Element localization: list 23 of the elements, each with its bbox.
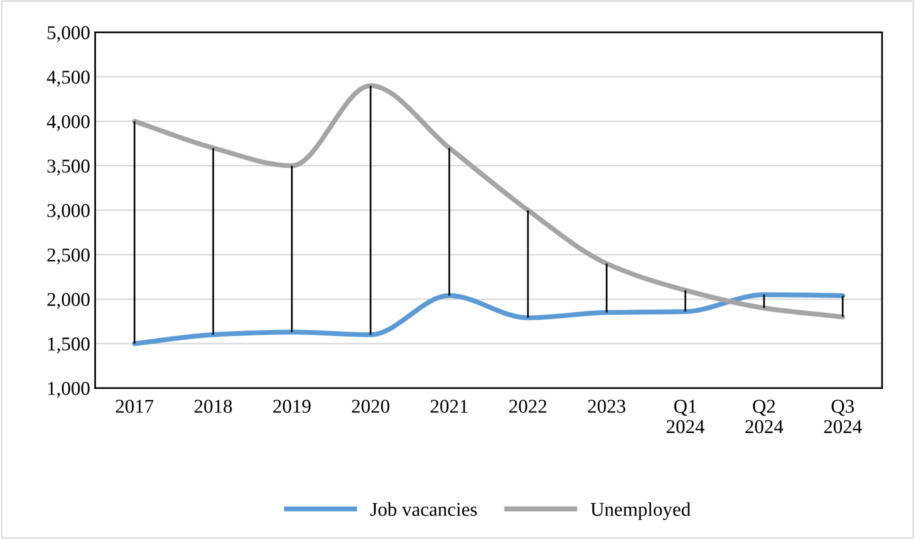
- x-tick-label: 2021: [430, 400, 468, 413]
- x-tick-label: 2018: [194, 400, 232, 413]
- y-tick-label: 1,500: [48, 337, 90, 354]
- y-tick-label: 4,000: [46, 115, 90, 132]
- x-tick-label: Q3 2024: [824, 400, 862, 434]
- y-tick-label: 2,500: [47, 248, 90, 264]
- legend-label: Unemployed: [590, 502, 691, 520]
- y-tick-label: 5,000: [48, 26, 90, 42]
- y-tick-label: 3,000: [47, 204, 90, 220]
- x-tick-label: 2022: [509, 400, 546, 413]
- y-tick-label: 2,000: [47, 292, 90, 309]
- line-series: [132, 83, 846, 320]
- x-tick-label: 2017: [116, 400, 154, 413]
- x-tick-label: 2019: [273, 400, 311, 413]
- x-tick-label: Q1 2024: [666, 400, 704, 434]
- line-series: [132, 292, 846, 346]
- y-tick-label: 4,500: [46, 70, 90, 87]
- y-tick-label: 1,000: [48, 382, 90, 398]
- y-tick-label: 3,500: [47, 160, 90, 176]
- x-tick-label: 2023: [588, 400, 626, 413]
- legend-label: Job vacancies: [370, 502, 477, 516]
- x-tick-label: Q2 2024: [745, 400, 784, 434]
- x-tick-label: 2020: [352, 400, 390, 413]
